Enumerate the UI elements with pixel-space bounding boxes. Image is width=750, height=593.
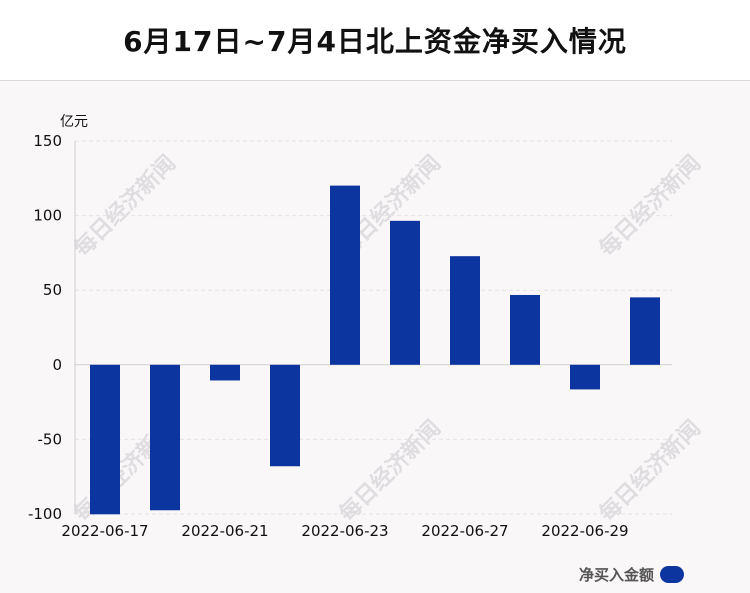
watermark-text: 每日经济新闻 (69, 150, 181, 262)
bar (270, 364, 300, 467)
x-tick-label: 2022-06-23 (301, 522, 388, 540)
bar (330, 185, 360, 365)
bar (450, 256, 480, 365)
x-tick-label: 2022-06-17 (61, 522, 148, 540)
title-bar: 6月17日~7月4日北上资金净买入情况 (0, 0, 750, 81)
y-tick-label: 0 (52, 356, 62, 374)
plot-area: 每日经济新闻 每日经济新闻 每日经济新闻 每日经济新闻 每日经济新闻 每日经济新闻 150 1… (0, 81, 750, 593)
legend-label: 净买入金额 (578, 566, 654, 584)
legend: 净买入金额 (579, 564, 684, 585)
bar (390, 220, 420, 365)
y-tick-label: 50 (43, 281, 62, 299)
bar (510, 294, 540, 365)
bar (150, 364, 180, 511)
y-tick-label: -100 (28, 505, 62, 523)
legend-swatch (660, 566, 684, 583)
bar (90, 364, 120, 515)
chart-title: 6月17日~7月4日北上资金净买入情况 (123, 25, 627, 58)
y-axis-unit: 亿元 (60, 114, 88, 130)
y-tick-label: 150 (33, 132, 62, 150)
x-tick-label: 2022-06-29 (541, 522, 628, 540)
watermark-text: 每日经济新闻 (334, 415, 446, 527)
x-tick-label: 2022-06-27 (421, 522, 508, 540)
y-tick-label: -50 (38, 430, 63, 448)
bar (630, 297, 660, 365)
y-tick-label: 100 (33, 207, 62, 225)
x-tick-label: 2022-06-21 (181, 522, 268, 540)
bar (210, 364, 240, 381)
watermark-text: 每日经济新闻 (594, 150, 706, 262)
bar (570, 364, 600, 390)
watermark-text: 每日经济新闻 (594, 415, 706, 527)
